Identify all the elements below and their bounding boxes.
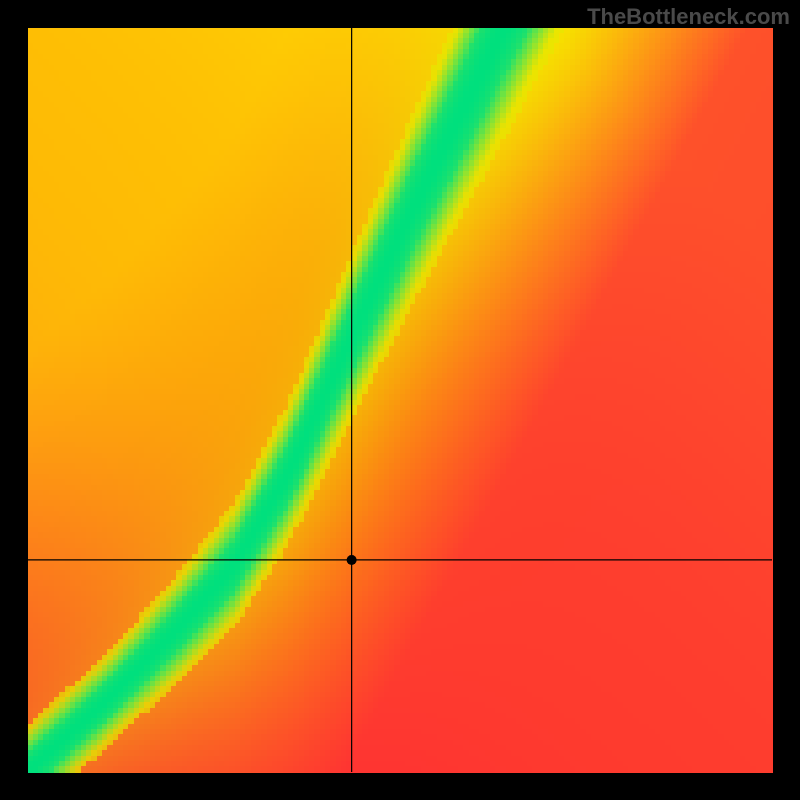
- chart-container: TheBottleneck.com: [0, 0, 800, 800]
- bottleneck-heatmap: [0, 0, 800, 800]
